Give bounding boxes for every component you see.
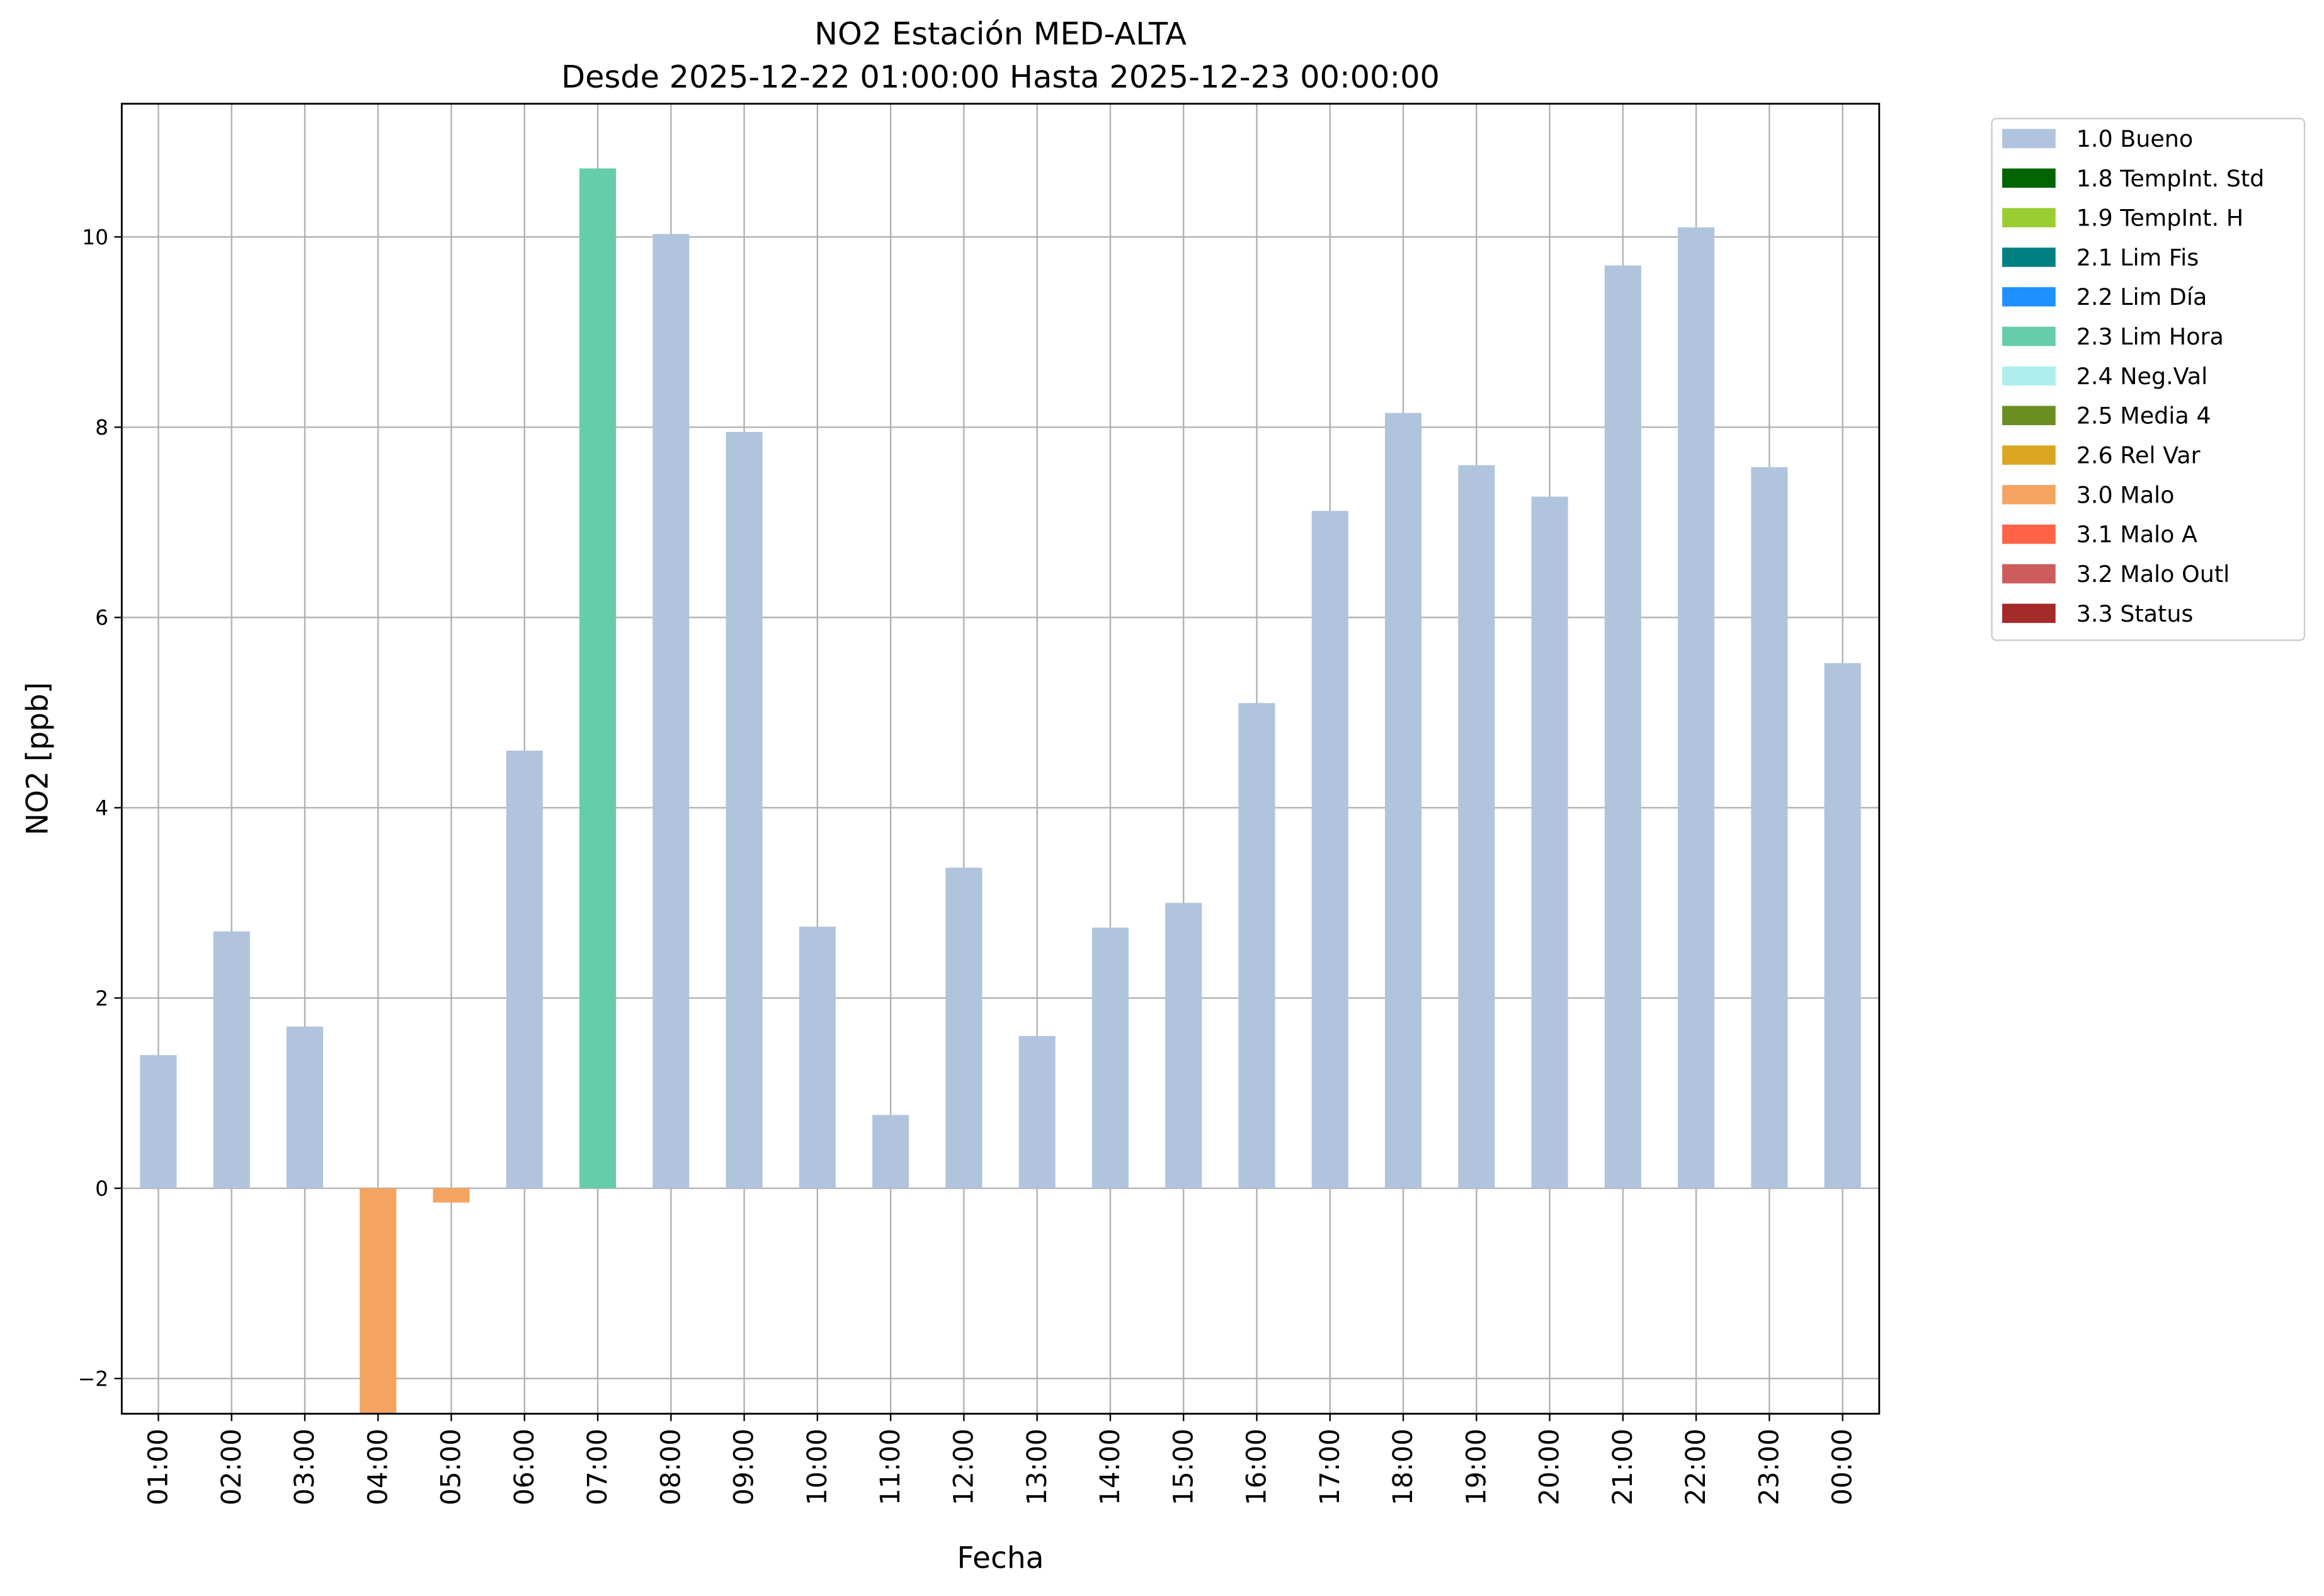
legend-label: 1.8 TempInt. Std xyxy=(2076,165,2265,192)
bar xyxy=(652,234,690,1188)
bar xyxy=(213,931,250,1188)
legend-swatch xyxy=(2002,326,2056,346)
x-tick-label: 12:00 xyxy=(948,1428,979,1505)
plot-frame xyxy=(120,103,1881,1415)
y-tick-label: 4 xyxy=(95,795,108,820)
bar xyxy=(1384,413,1422,1188)
y-tick-label: −2 xyxy=(78,1366,109,1391)
bar xyxy=(433,1188,470,1203)
legend-swatch xyxy=(2002,128,2056,149)
bar xyxy=(945,867,983,1188)
legend-label: 1.0 Bueno xyxy=(2076,125,2194,152)
legend-label: 3.2 Malo Outl xyxy=(2076,561,2230,588)
legend-label: 2.2 Lim Día xyxy=(2076,283,2207,311)
legend-swatch xyxy=(2002,168,2056,188)
y-tick-label: 6 xyxy=(95,605,108,630)
x-tick-label: 07:00 xyxy=(582,1428,613,1505)
legend-label: 1.9 TempInt. H xyxy=(2076,205,2243,232)
x-tick-label: 22:00 xyxy=(1680,1428,1711,1505)
legend-swatch xyxy=(2002,524,2056,544)
x-tick-label: 21:00 xyxy=(1607,1428,1638,1505)
x-tick-label: 00:00 xyxy=(1827,1428,1858,1505)
x-tick-label: 04:00 xyxy=(362,1428,393,1505)
legend-swatch xyxy=(2002,485,2056,504)
x-tick-label: 10:00 xyxy=(802,1428,833,1505)
x-tick-label: 11:00 xyxy=(875,1428,906,1505)
bar xyxy=(140,1055,177,1188)
legend-label: 2.3 Lim Hora xyxy=(2076,323,2224,350)
bar xyxy=(286,1026,324,1188)
bar xyxy=(506,750,543,1188)
x-tick-label: 17:00 xyxy=(1314,1428,1345,1505)
legend-swatch xyxy=(2002,208,2056,227)
y-tick-label: 8 xyxy=(95,415,108,440)
x-tick-label: 14:00 xyxy=(1095,1428,1125,1505)
x-tick-label: 02:00 xyxy=(216,1428,247,1505)
bar xyxy=(1604,265,1641,1188)
x-tick-label: 23:00 xyxy=(1753,1428,1784,1505)
x-tick-label: 19:00 xyxy=(1461,1428,1491,1505)
bar xyxy=(1678,227,1715,1188)
x-tick-label: 01:00 xyxy=(143,1428,174,1505)
legend-swatch xyxy=(2002,445,2056,465)
x-tick-label: 03:00 xyxy=(289,1428,320,1505)
x-tick-label: 08:00 xyxy=(655,1428,686,1505)
x-tick-label: 13:00 xyxy=(1022,1428,1052,1505)
x-tick-label: 05:00 xyxy=(436,1428,467,1505)
bar xyxy=(1091,927,1129,1188)
legend-swatch xyxy=(2002,406,2056,426)
x-tick-label: 06:00 xyxy=(509,1428,540,1505)
chart-subtitle: Desde 2025-12-22 01:00:00 Hasta 2025-12-… xyxy=(561,59,1440,95)
legend-swatch xyxy=(2002,564,2056,584)
legend-swatch xyxy=(2002,287,2056,307)
legend-frame xyxy=(1991,118,2306,641)
legend-swatch xyxy=(2002,603,2056,624)
legend-label: 3.1 Malo A xyxy=(2076,521,2197,548)
bars xyxy=(140,168,1861,1414)
x-axis-label: Fecha xyxy=(957,1541,1044,1575)
legend-label: 2.5 Media 4 xyxy=(2076,402,2211,430)
legend: 1.0 Bueno 1.8 TempInt. Std 1.9 TempInt. H 2… xyxy=(2002,125,2264,627)
bar xyxy=(1824,663,1861,1188)
legend-label: 2.4 Neg.Val xyxy=(2076,363,2208,390)
y-tick-label: 0 xyxy=(95,1176,108,1200)
legend-label: 2.6 Rel Var xyxy=(2076,442,2201,469)
legend-label: 3.0 Malo xyxy=(2076,481,2175,508)
y-tick-label: 10 xyxy=(82,225,108,249)
bar xyxy=(1238,703,1275,1188)
bar xyxy=(1458,465,1495,1188)
bar xyxy=(1751,467,1788,1188)
legend-label: 2.1 Lim Fis xyxy=(2076,244,2199,271)
bar xyxy=(726,431,763,1188)
x-tick-label: 16:00 xyxy=(1241,1428,1272,1505)
chart-title: NO2 Estación MED-ALTA xyxy=(814,16,1187,52)
bar xyxy=(799,926,836,1188)
x-tick-label: 09:00 xyxy=(729,1428,760,1505)
bar xyxy=(1018,1035,1056,1188)
bar xyxy=(1311,511,1348,1188)
y-axis-label: NO2 [ppb] xyxy=(21,682,55,835)
ticks: −2 0 2 4 6 8 10 01:00 02:00 03:00 04:00 05:00 06:00 0… xyxy=(78,225,1858,1505)
bar xyxy=(1165,903,1202,1188)
x-tick-label: 18:00 xyxy=(1387,1428,1418,1505)
x-tick-label: 15:00 xyxy=(1168,1428,1199,1505)
legend-label: 3.3 Status xyxy=(2076,600,2194,627)
bar xyxy=(360,1188,397,1414)
bar xyxy=(579,168,617,1188)
bar xyxy=(1531,496,1568,1188)
y-tick-label: 2 xyxy=(95,986,108,1010)
legend-swatch xyxy=(2002,366,2056,386)
x-tick-label: 20:00 xyxy=(1534,1428,1565,1505)
legend-swatch xyxy=(2002,248,2056,267)
bar xyxy=(872,1115,909,1188)
